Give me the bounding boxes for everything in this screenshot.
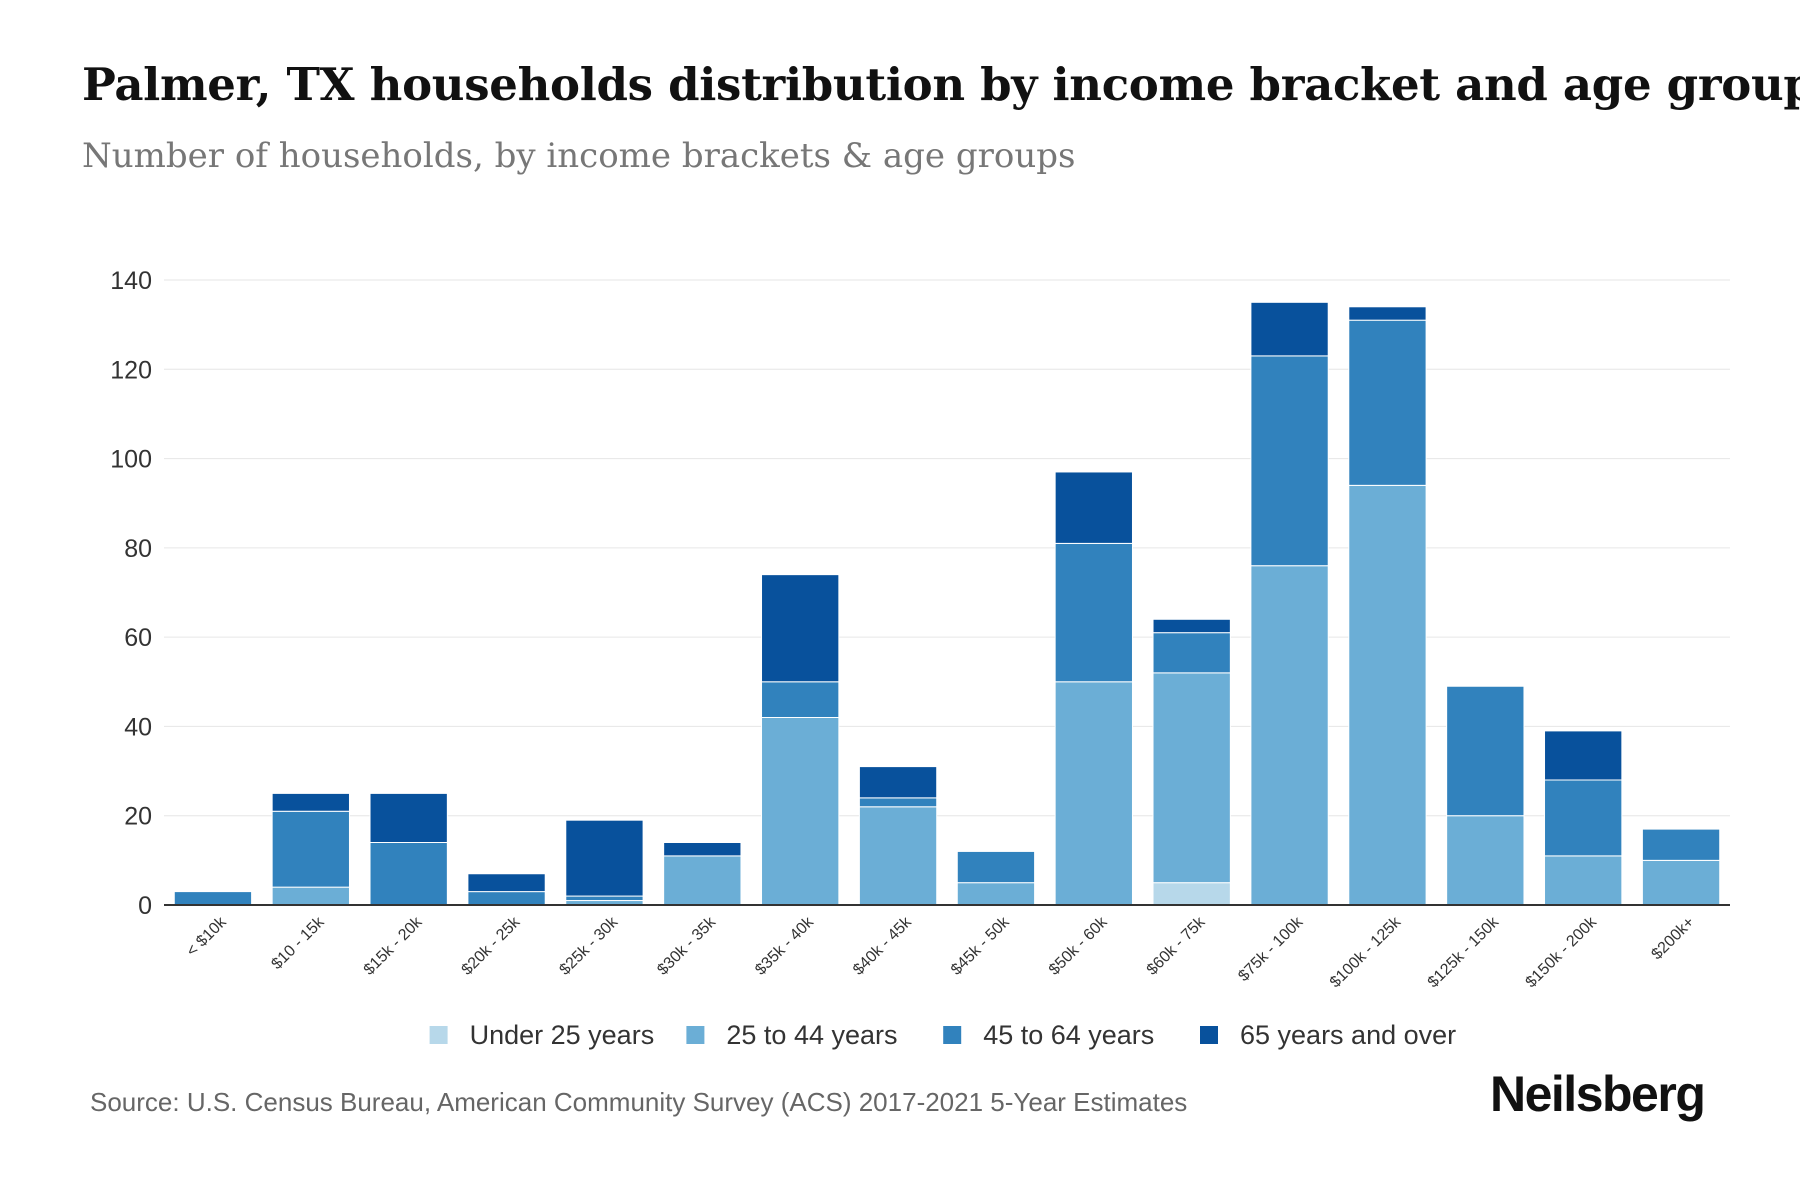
bar-segment — [1544, 730, 1623, 781]
bar-segment — [271, 886, 350, 906]
bar-segment — [1348, 319, 1427, 486]
y-tick-label: 0 — [138, 892, 152, 920]
legend-label: 65 years and over — [1240, 1020, 1456, 1050]
bar-segment — [1446, 815, 1525, 906]
bar-segment — [1348, 306, 1427, 321]
legend-swatch — [686, 1026, 705, 1044]
legend: Under 25 years 25 to 44 years 45 to 64 yea… — [429, 1020, 1456, 1050]
x-tick-label: $150k - 200k — [1523, 913, 1601, 991]
bar-segment — [761, 574, 840, 683]
x-tick-label: < $10k — [183, 913, 230, 960]
legend-label: 25 to 44 years — [726, 1020, 897, 1050]
bar-segment — [1446, 685, 1525, 817]
bar-segment — [1641, 859, 1721, 906]
bar-segment — [173, 891, 253, 906]
bar-segment — [1054, 681, 1133, 906]
bar-segment — [467, 873, 546, 893]
x-tick-label: $10 - 15k — [268, 913, 328, 973]
bar-segment — [1250, 565, 1329, 906]
bar-segment — [956, 850, 1036, 884]
y-tick-label: 20 — [124, 803, 152, 831]
y-tick-label: 60 — [124, 624, 152, 652]
bar-segment — [1152, 632, 1231, 674]
bars — [173, 301, 1721, 906]
x-tick-label: $35k - 40k — [752, 913, 818, 979]
bar-segment — [1152, 672, 1231, 884]
bar-segment — [271, 792, 350, 812]
bar-segment — [1152, 882, 1231, 906]
y-tick-label: 140 — [110, 267, 152, 295]
bar-segment — [1054, 471, 1133, 544]
bar-segment — [1054, 542, 1133, 683]
bar-segment — [467, 891, 546, 906]
bar-segment — [369, 792, 448, 844]
bar-segment — [761, 717, 840, 906]
source-note: Source: U.S. Census Bureau, American Com… — [90, 1087, 1188, 1117]
legend-swatch — [943, 1026, 962, 1044]
bar-segment — [858, 766, 938, 799]
legend-swatch — [429, 1026, 448, 1044]
x-tick-label: $50k - 60k — [1046, 913, 1112, 979]
bar-segment — [271, 810, 350, 888]
x-tick-label: $30k - 35k — [654, 913, 720, 979]
legend-label: Under 25 years — [470, 1020, 655, 1050]
legend-swatch — [1200, 1026, 1218, 1044]
bar-segment — [1152, 618, 1231, 634]
bar-segment — [1348, 484, 1427, 906]
bar-segment — [761, 681, 840, 718]
x-tick-label: $60k - 75k — [1144, 913, 1210, 979]
bar-segment — [663, 855, 742, 906]
bar-segment — [858, 797, 938, 808]
legend-label: 45 to 64 years — [983, 1020, 1154, 1050]
bar-segment — [1250, 355, 1329, 567]
x-tick-label: $20k - 25k — [459, 913, 525, 979]
y-tick-label: 80 — [124, 535, 152, 563]
x-tick-label: $75k - 100k — [1235, 913, 1307, 985]
bar-segment — [369, 842, 448, 906]
chart-subtitle: Number of households, by income brackets… — [82, 136, 1076, 176]
bar-segment — [663, 842, 742, 857]
x-tick-label: $125k - 150k — [1425, 913, 1503, 991]
bar-segment — [1641, 828, 1721, 861]
x-tick-label: $25k - 30k — [556, 913, 622, 979]
bar-segment — [858, 806, 938, 906]
bar-segment — [565, 819, 644, 897]
bar-segment — [956, 882, 1036, 906]
brand-logo: Neilsberg — [1490, 1066, 1706, 1122]
x-tick-label: $45k - 50k — [948, 913, 1014, 979]
bar-segment — [1250, 301, 1329, 357]
y-tick-label: 40 — [124, 713, 152, 741]
chart-title: Palmer, TX households distribution by in… — [82, 58, 1800, 111]
bar-segment — [565, 895, 644, 902]
x-tick-label: $15k - 20k — [361, 913, 427, 979]
y-tick-label: 120 — [110, 356, 152, 384]
bar-segment — [1544, 779, 1623, 857]
y-tick-label: 100 — [110, 446, 152, 474]
x-tick-label: $100k - 125k — [1327, 913, 1405, 991]
y-axis-ticks: 0 20 40 60 80 100 120 140 — [110, 267, 152, 920]
bar-segment — [1544, 855, 1623, 906]
x-axis-ticks: < $10k $10 - 15k $15k - 20k $20k - 25k $25k … — [183, 913, 1697, 991]
x-tick-label: $40k - 45k — [850, 913, 916, 979]
x-tick-label: $200k+ — [1648, 914, 1697, 963]
